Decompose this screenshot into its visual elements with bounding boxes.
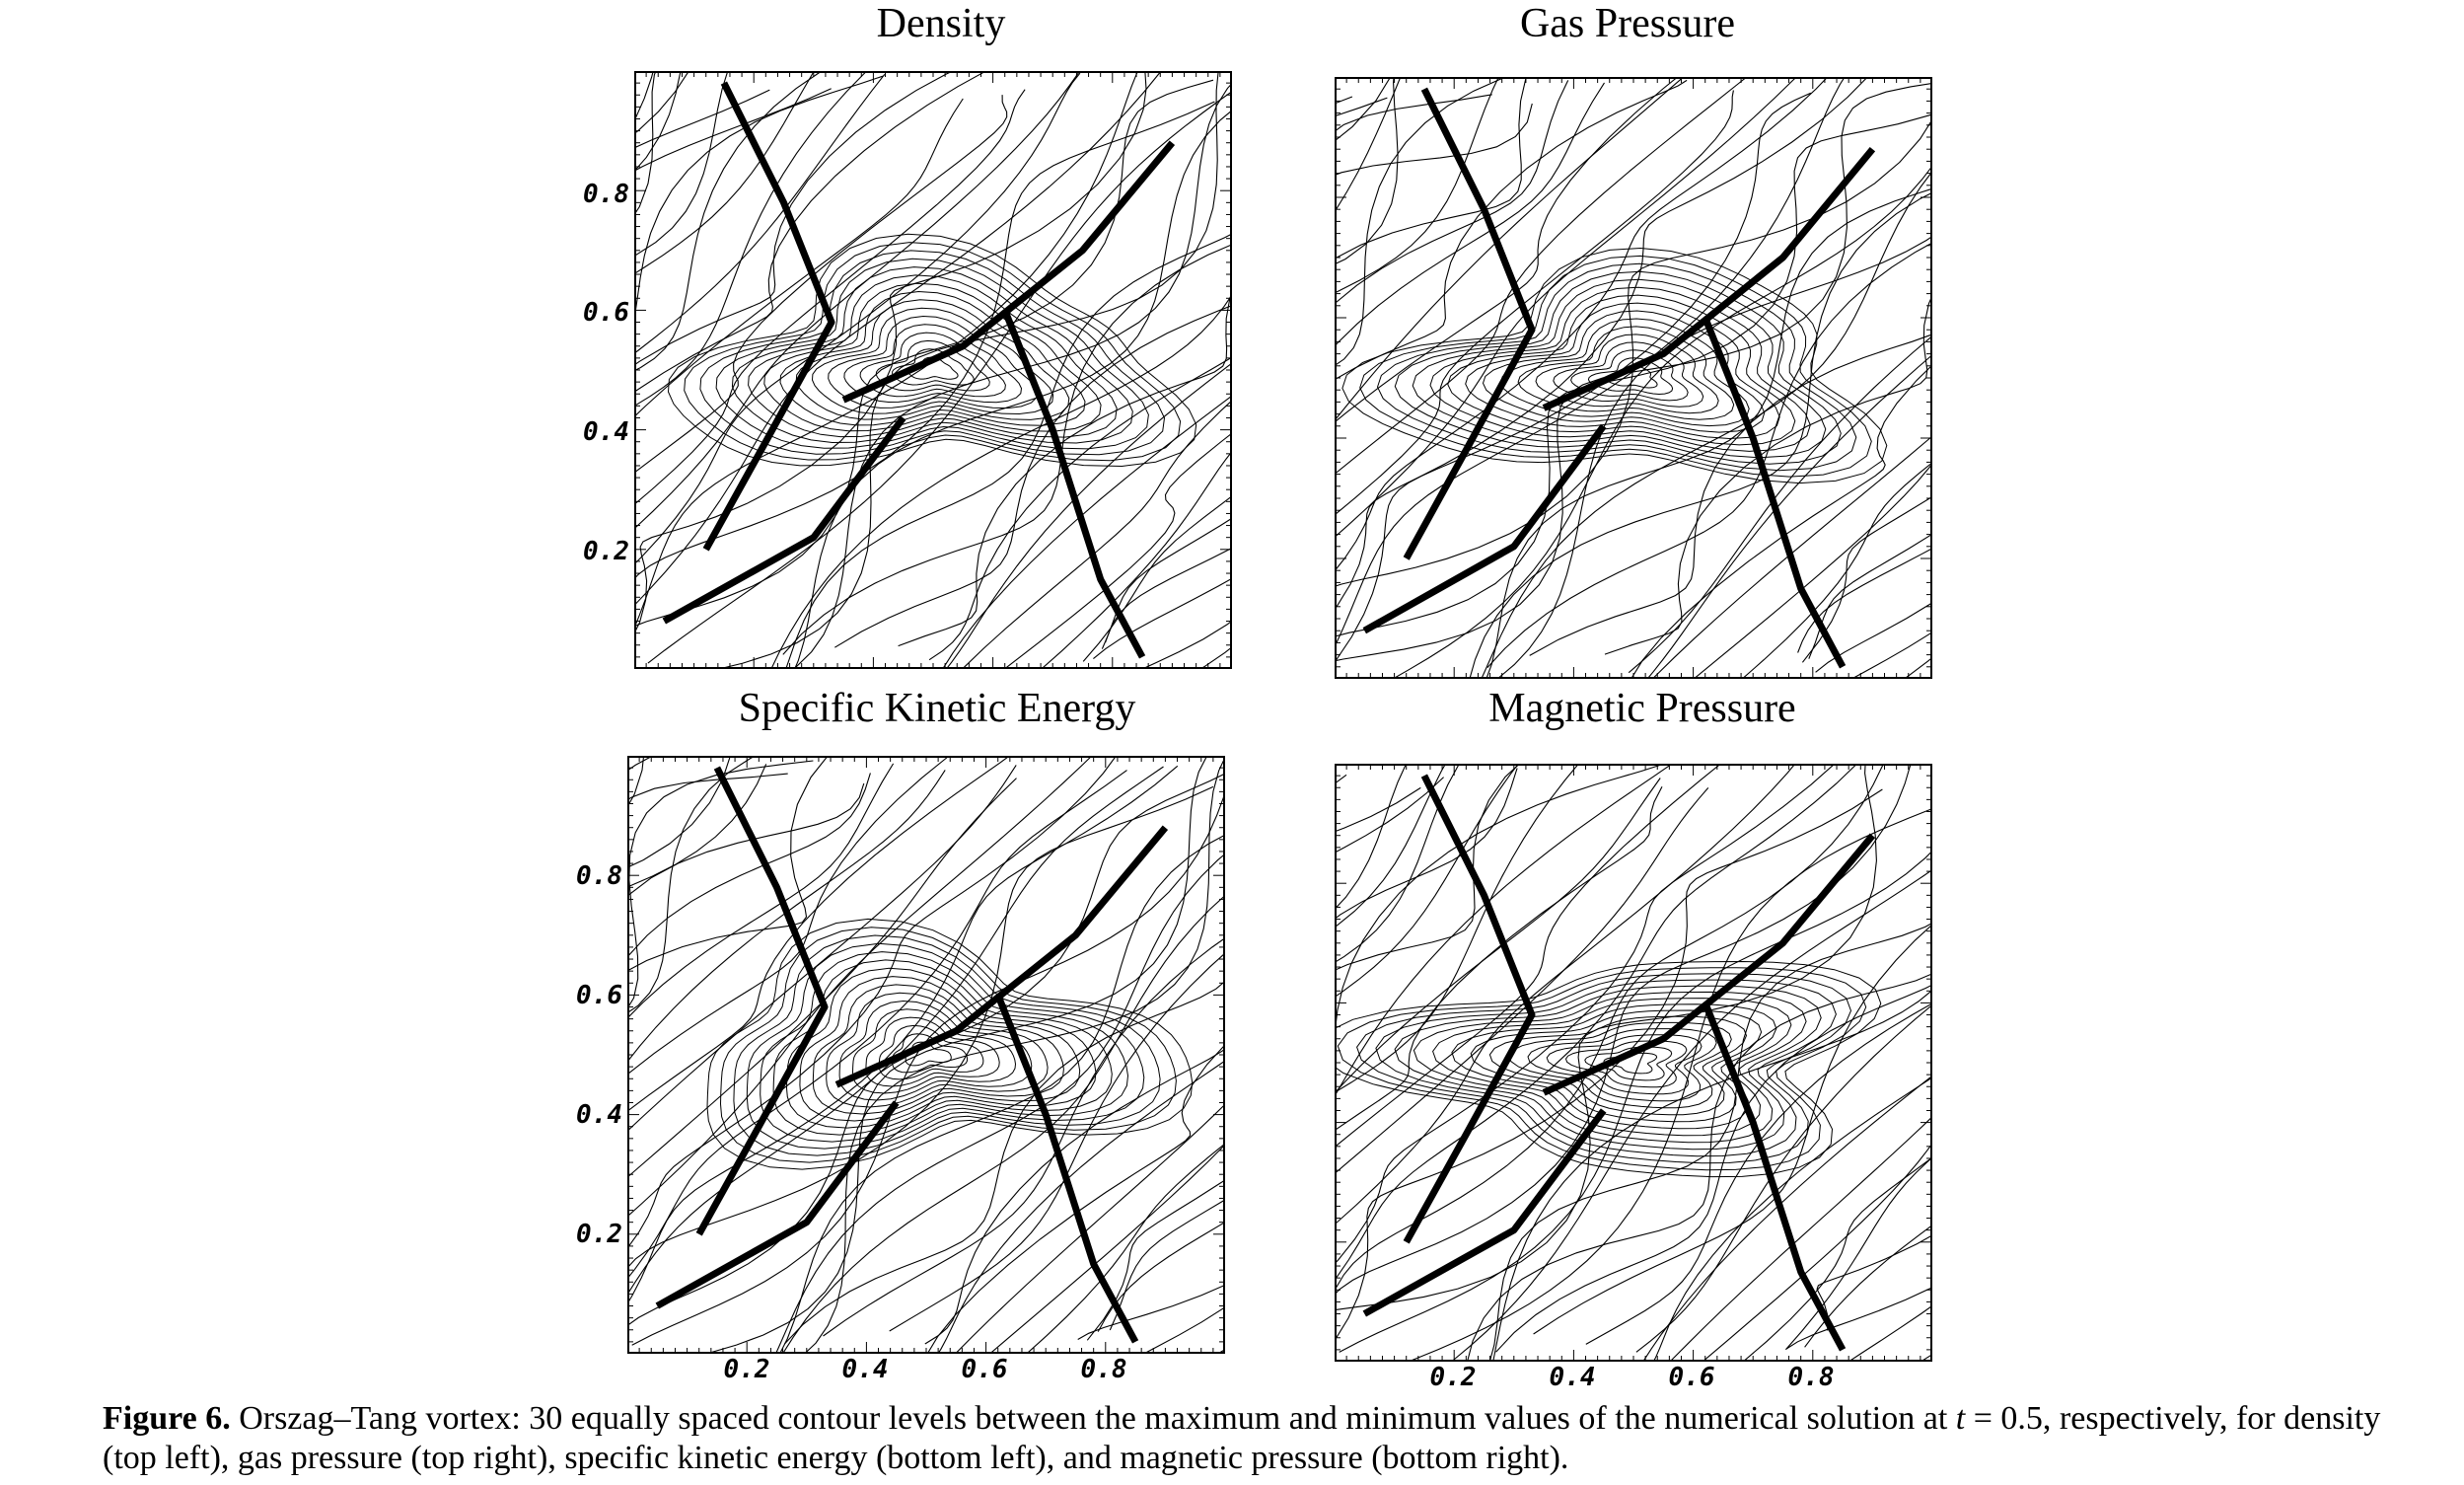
ytick-label: 0.6 <box>576 981 622 1010</box>
xtick-label: 0.2 <box>723 1355 770 1384</box>
ytick-label: 0.6 <box>583 298 629 328</box>
ytick-label: 0.4 <box>583 417 629 447</box>
xtick-label: 0.8 <box>1787 1363 1835 1392</box>
ytick-label: 0.2 <box>583 537 629 566</box>
caption-label: Figure 6. <box>103 1400 231 1437</box>
panel-title-density: Density <box>876 1 1006 46</box>
gas-pressure-contour-plot <box>1335 77 1932 679</box>
xtick-label: 0.8 <box>1080 1355 1127 1384</box>
density-contour-plot <box>634 71 1232 669</box>
ytick-label: 0.8 <box>576 861 622 891</box>
magnetic-pressure-contour-plot <box>1335 764 1932 1362</box>
xtick-label: 0.2 <box>1429 1363 1477 1392</box>
xtick-label: 0.6 <box>961 1355 1008 1384</box>
caption-text-1: Orszag–Tang vortex: 30 equally spaced co… <box>230 1400 1956 1437</box>
xtick-label: 0.4 <box>841 1355 889 1384</box>
kinetic-energy-contour-plot <box>627 756 1225 1354</box>
ytick-label: 0.8 <box>583 180 629 209</box>
panel-title-magnetic-pressure: Magnetic Pressure <box>1488 686 1796 731</box>
ytick-label: 0.4 <box>576 1100 622 1130</box>
panel-title-kinetic-energy: Specific Kinetic Energy <box>738 686 1136 731</box>
panel-title-gas-pressure: Gas Pressure <box>1519 1 1736 46</box>
xtick-label: 0.6 <box>1668 1363 1715 1392</box>
xtick-label: 0.4 <box>1549 1363 1596 1392</box>
ytick-label: 0.2 <box>576 1220 622 1249</box>
caption-variable: t <box>1955 1400 1966 1437</box>
figure-caption: Figure 6. Orszag–Tang vortex: 30 equally… <box>103 1399 2411 1478</box>
caption-text-2: = 0.5, respectively, for density (top le… <box>103 1400 2381 1476</box>
